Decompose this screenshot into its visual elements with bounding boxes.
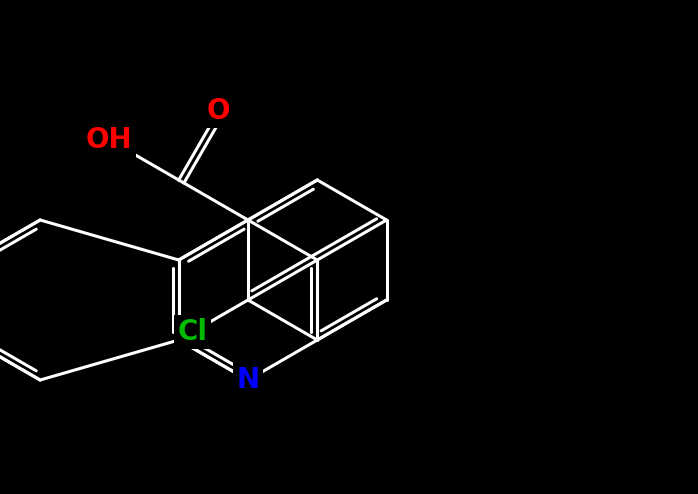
Text: OH: OH (86, 126, 133, 154)
Text: Cl: Cl (177, 318, 207, 346)
Text: N: N (237, 366, 260, 394)
Text: O: O (207, 97, 230, 124)
